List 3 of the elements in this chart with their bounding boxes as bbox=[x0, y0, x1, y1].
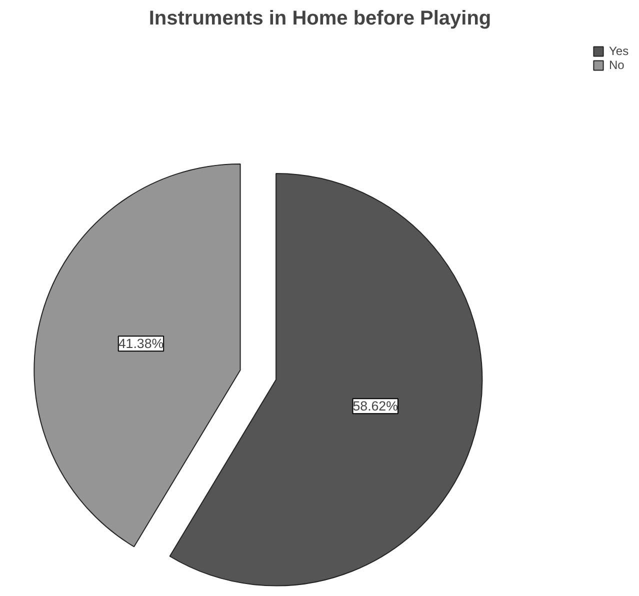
legend-label: No bbox=[609, 58, 626, 72]
chart-title: Instruments in Home before Playing bbox=[148, 8, 492, 30]
legend-label: Yes bbox=[609, 44, 629, 58]
